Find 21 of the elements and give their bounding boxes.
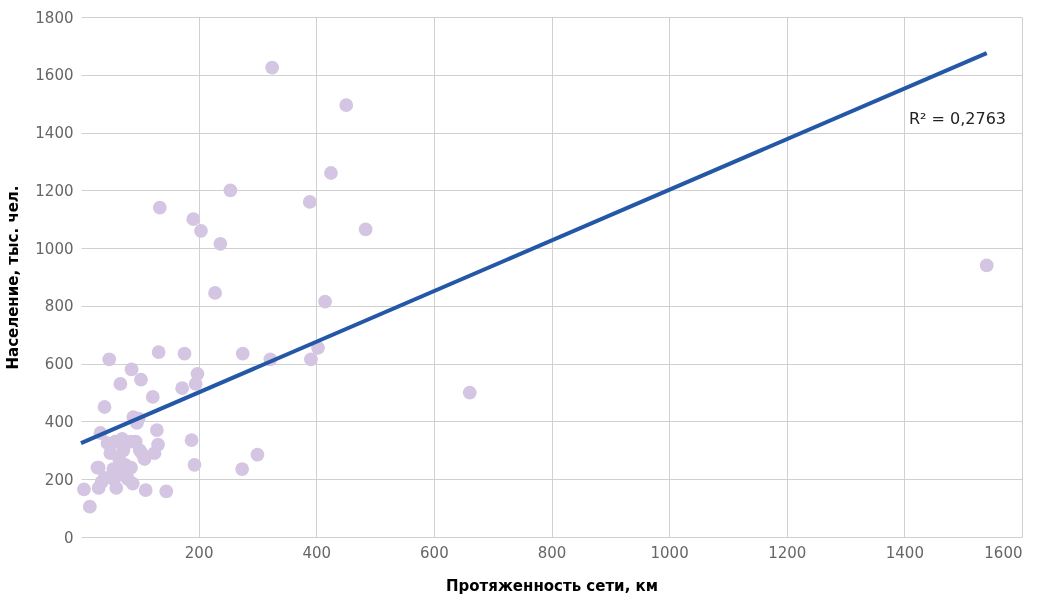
x-tick-label: 400	[302, 543, 332, 562]
y-tick-label: 200	[44, 470, 74, 489]
y-tick-label: 1200	[35, 181, 74, 200]
x-tick-label: 1200	[768, 543, 807, 562]
x-tick-label: 1000	[650, 543, 689, 562]
y-tick-label: 600	[44, 355, 74, 374]
y-tick-label: 1600	[35, 66, 74, 85]
y-tick-label: 1000	[35, 239, 74, 258]
annotation: R² = 0,2763	[908, 109, 1006, 128]
x-tick-label: 1400	[885, 543, 924, 562]
x-tick-label: 1600	[984, 543, 1023, 562]
x-tick-label: 200	[184, 543, 214, 562]
y-tick-label: 800	[44, 297, 74, 316]
y-tick-label: 400	[44, 412, 74, 431]
y-tick-label: 1400	[35, 124, 74, 143]
x-tick-label: 800	[537, 543, 567, 562]
y-axis-title: Население, тыс. чел.	[4, 185, 23, 370]
x-axis-title: Протяженность сети, км	[446, 576, 658, 595]
x-tick-label: 600	[420, 543, 449, 562]
y-tick-label: 1800	[35, 8, 74, 27]
y-tick-label: 0	[63, 528, 74, 547]
